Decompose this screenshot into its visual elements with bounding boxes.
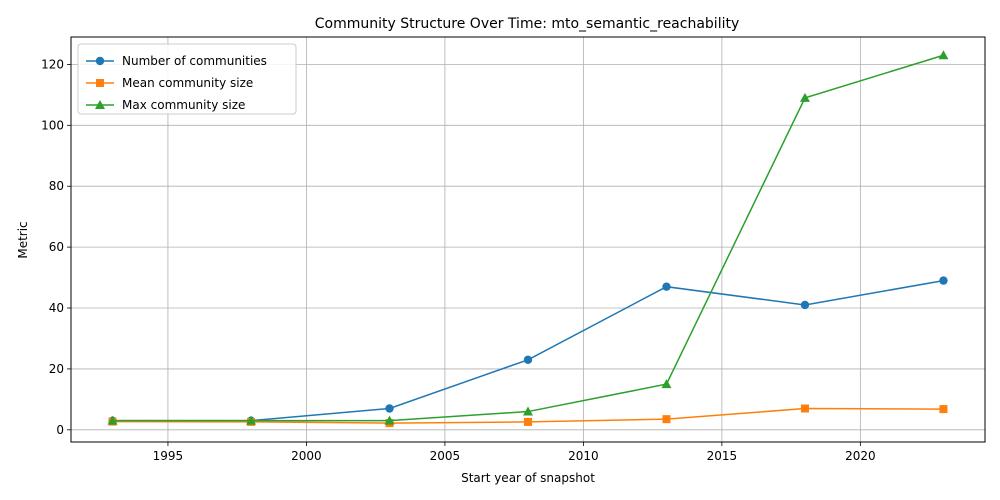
x-tick-label: 2020 xyxy=(845,449,876,463)
legend-marker xyxy=(95,56,105,66)
series-max-community-size xyxy=(107,50,949,425)
data-point-mean-community-size xyxy=(800,404,809,413)
data-point-max-community-size xyxy=(938,50,949,60)
x-tick-label: 2010 xyxy=(568,449,599,463)
legend-label: Number of communities xyxy=(122,54,267,68)
legend-marker xyxy=(95,100,105,109)
legend-marker xyxy=(96,79,104,87)
legend: Number of communities Mean community size… xyxy=(77,43,297,115)
y-axis-title: Metric xyxy=(16,221,30,258)
y-tick-label: 80 xyxy=(49,179,64,193)
legend-box xyxy=(77,43,297,115)
data-point-mean-community-size xyxy=(524,417,532,426)
y-tick-label: 120 xyxy=(41,57,64,71)
y-tick-label: 40 xyxy=(49,301,64,315)
legend-item-max-community-size: Max community size xyxy=(86,98,245,112)
data-point-max-community-size xyxy=(661,379,672,389)
data-point-max-community-size xyxy=(246,415,257,425)
data-point-max-community-size xyxy=(799,92,810,102)
chart-title: Community Structure Over Time: mto_seman… xyxy=(315,16,740,32)
ticks: 1995 2000 2005 2010 2015 2020 0 20 40 60 80 100 120 xyxy=(41,57,876,463)
data-point-number-of-communities xyxy=(939,276,948,285)
plot-frame xyxy=(70,36,986,443)
legend-label: Max community size xyxy=(122,98,245,112)
y-tick-label: 100 xyxy=(41,118,64,132)
grid xyxy=(71,37,985,442)
x-axis-title: Start year of snapshot xyxy=(461,471,595,485)
x-tick-label: 2000 xyxy=(291,449,322,463)
legend-label: Mean community size xyxy=(122,76,253,90)
x-tick-label: 2015 xyxy=(707,449,738,463)
legend-item-number-of-communities: Number of communities xyxy=(86,54,267,68)
data-point-number-of-communities xyxy=(385,404,394,413)
series-layer xyxy=(107,50,949,428)
data-point-max-community-size xyxy=(384,415,395,425)
data-point-number-of-communities xyxy=(662,282,671,291)
x-tick-label: 1995 xyxy=(153,449,184,463)
y-tick-label: 60 xyxy=(49,240,64,254)
data-point-number-of-communities xyxy=(523,355,533,364)
x-tick-label: 2005 xyxy=(430,449,461,463)
data-point-mean-community-size xyxy=(662,415,671,424)
data-point-max-community-size xyxy=(107,415,118,425)
data-point-mean-community-size xyxy=(939,405,948,414)
y-tick-label: 0 xyxy=(56,423,64,437)
data-point-max-community-size xyxy=(523,406,533,416)
data-point-number-of-communities xyxy=(800,300,810,310)
legend-item-mean-community-size: Mean community size xyxy=(86,76,253,90)
y-tick-label: 20 xyxy=(49,362,64,376)
